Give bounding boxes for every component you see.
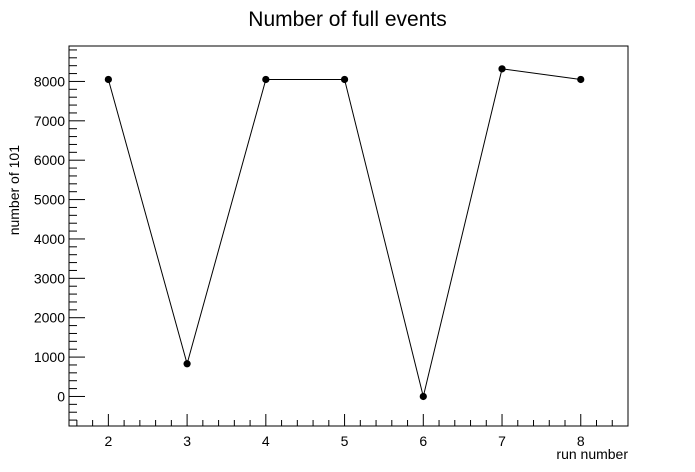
y-tick-label: 1000 xyxy=(34,349,65,365)
x-tick-label: 7 xyxy=(498,433,506,449)
data-point xyxy=(183,360,191,368)
data-point xyxy=(498,65,506,73)
x-tick-label: 5 xyxy=(341,433,349,449)
series-line xyxy=(107,68,581,397)
x-axis-label: run number xyxy=(556,446,628,462)
y-tick-label: 3000 xyxy=(34,270,65,286)
y-tick-label: 4000 xyxy=(34,231,65,247)
x-tick-label: 6 xyxy=(419,433,427,449)
data-point xyxy=(104,75,112,84)
x-tick-label: 8 xyxy=(577,433,585,449)
x-tick-label: 4 xyxy=(262,433,270,449)
y-tick-label: 5000 xyxy=(34,192,65,208)
data-point xyxy=(262,75,270,84)
data-point xyxy=(419,392,427,401)
x-tick-label: 3 xyxy=(183,433,191,449)
chart-title: Number of full events xyxy=(248,8,447,31)
plot-frame xyxy=(68,45,629,427)
y-tick-label: 8000 xyxy=(34,73,65,89)
y-tick-label: 6000 xyxy=(34,152,65,168)
y-tick-label: 7000 xyxy=(34,113,65,129)
y-tick-label: 0 xyxy=(57,388,65,404)
x-tick-label: 2 xyxy=(104,433,112,449)
data-point xyxy=(577,75,585,84)
data-point xyxy=(340,75,349,84)
y-tick-label: 2000 xyxy=(34,310,65,326)
